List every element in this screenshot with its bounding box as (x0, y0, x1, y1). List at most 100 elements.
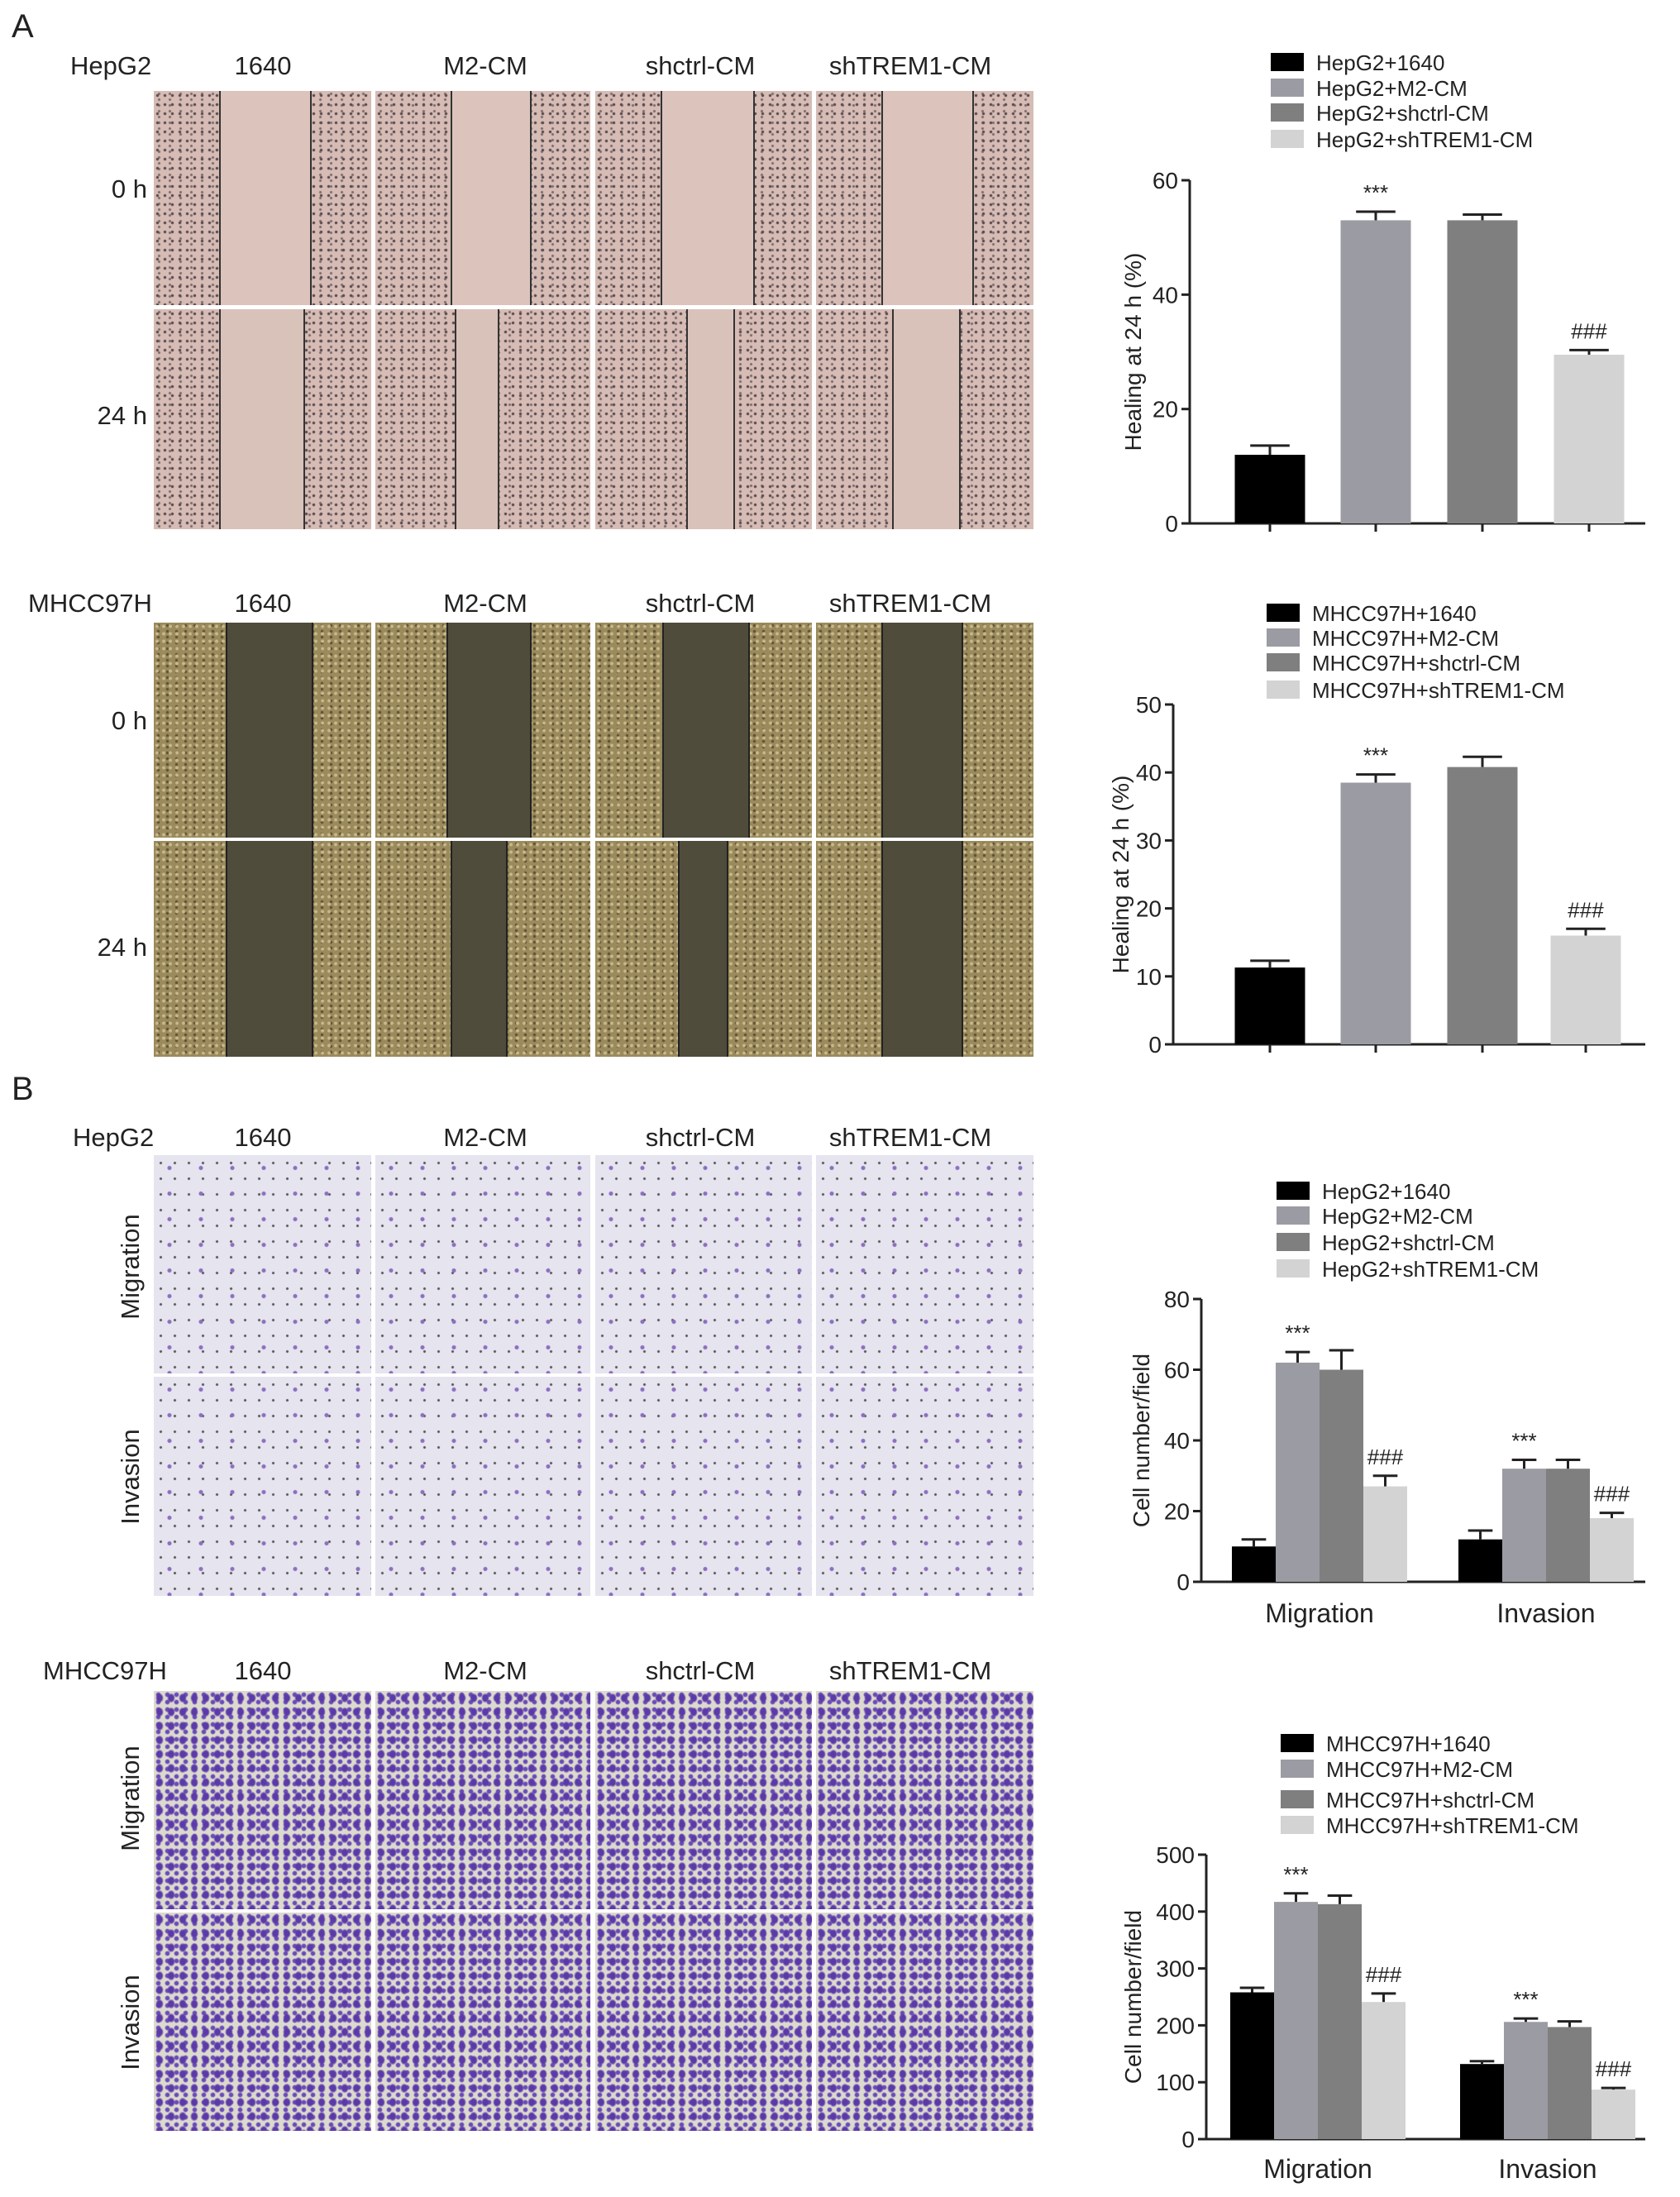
condition-column-label: 1640 (234, 51, 292, 80)
bar (1458, 1539, 1502, 1582)
micrograph-image (595, 1377, 812, 1596)
y-tick-label: 40 (1153, 282, 1178, 308)
bar (1232, 1546, 1276, 1582)
cell-line-label: MHCC97H (28, 589, 152, 618)
micrograph-image (595, 841, 812, 1057)
condition-column-label: shTREM1-CM (828, 1656, 992, 1685)
y-tick-label: 60 (1164, 1358, 1190, 1383)
y-axis-label: Healing at 24 h (%) (1120, 253, 1146, 451)
y-tick-label: 0 (1176, 1569, 1190, 1595)
cell-line-label: HepG2 (73, 1123, 155, 1152)
micrograph-image (595, 1691, 812, 1909)
condition-column-label: M2-CM (443, 1123, 527, 1152)
bar (1502, 1469, 1546, 1582)
legend-swatch (1277, 1233, 1310, 1251)
condition-column-label: shTREM1-CM (828, 1123, 992, 1152)
panel-label-a: A (12, 8, 34, 45)
legend-label: HepG2+shTREM1-CM (1322, 1257, 1539, 1282)
legend-label: MHCC97H+1640 (1326, 1731, 1491, 1756)
wound-gap (218, 91, 312, 305)
condition-column-label: shTREM1-CM (828, 51, 992, 80)
bar (1276, 1362, 1320, 1582)
legend-label: MHCC97H+M2-CM (1312, 626, 1499, 651)
micrograph-image (375, 91, 590, 305)
y-tick-label: 0 (1148, 1032, 1162, 1058)
micrograph-image (375, 1913, 590, 2131)
y-tick-label: 60 (1153, 168, 1178, 193)
y-tick-label: 20 (1136, 896, 1162, 922)
significance-label: *** (1285, 1321, 1310, 1345)
bar (1504, 2022, 1548, 2139)
wound-gap (686, 309, 736, 529)
wound-gap (446, 623, 532, 838)
micrograph-image (595, 91, 812, 305)
y-tick-label: 30 (1136, 828, 1162, 853)
legend-swatch (1271, 79, 1304, 97)
wound-gap (455, 309, 499, 529)
bar (1362, 2002, 1406, 2139)
micrograph-image (816, 1691, 1033, 1909)
condition-column-label: shctrl-CM (645, 51, 756, 80)
wound-gap (662, 623, 751, 838)
bar (1550, 935, 1621, 1044)
y-tick-label: 20 (1164, 1499, 1190, 1525)
row-label: 0 h (111, 174, 147, 203)
significance-label: ### (1594, 1482, 1630, 1507)
legend-label: MHCC97H+shTREM1-CM (1312, 678, 1565, 703)
legend-label: HepG2+shctrl-CM (1322, 1230, 1495, 1255)
wound-gap (218, 309, 305, 529)
bar (1554, 354, 1625, 523)
x-category-label: Migration (1263, 2154, 1372, 2184)
wound-gap (892, 309, 961, 529)
y-tick-label: 20 (1153, 397, 1178, 423)
y-axis-label: Cell number/field (1120, 1910, 1146, 2084)
wound-gap (677, 841, 729, 1057)
legend-swatch (1281, 1790, 1314, 1808)
bar (1363, 1486, 1407, 1582)
bar (1318, 1903, 1362, 2139)
bar (1340, 220, 1411, 523)
bar (1230, 1992, 1274, 2139)
y-tick-label: 300 (1156, 1956, 1195, 1982)
y-tick-label: 400 (1156, 1899, 1195, 1925)
legend-swatch (1277, 1206, 1310, 1225)
micrograph-image (375, 623, 590, 838)
wound-gap (881, 623, 963, 838)
legend-label: MHCC97H+shctrl-CM (1312, 651, 1520, 676)
chart-2: MHCC97H+1640MHCC97H+M2-CMMHCC97H+shctrl-… (1108, 601, 1645, 1058)
micrograph-image (595, 309, 812, 529)
row-label: 24 h (97, 401, 147, 430)
y-tick-label: 0 (1165, 511, 1178, 537)
legend-label: MHCC97H+shctrl-CM (1326, 1788, 1534, 1813)
micrograph-image (595, 1913, 812, 2131)
panel-label-b: B (12, 1071, 34, 1107)
wound-gap (225, 841, 314, 1057)
legend-label: MHCC97H+shTREM1-CM (1326, 1813, 1579, 1838)
micrograph-image (154, 841, 371, 1057)
legend-label: HepG2+1640 (1322, 1179, 1450, 1204)
micrograph-image (154, 623, 371, 838)
y-axis-label: Cell number/field (1129, 1354, 1154, 1527)
wound-gap (225, 623, 314, 838)
condition-column-label: shctrl-CM (645, 1656, 756, 1685)
significance-label: *** (1363, 743, 1388, 768)
bar (1234, 967, 1305, 1044)
legend-swatch (1281, 1760, 1314, 1778)
condition-column-label: 1640 (234, 1656, 292, 1685)
condition-column-label: shctrl-CM (645, 589, 756, 618)
y-tick-label: 500 (1156, 1842, 1195, 1868)
bar (1460, 2064, 1504, 2139)
bar (1340, 782, 1411, 1044)
micrograph-image (816, 309, 1033, 529)
significance-label: ### (1596, 2056, 1632, 2081)
micrograph-image (816, 623, 1033, 838)
legend-swatch (1271, 103, 1304, 122)
significance-label: ### (1568, 897, 1604, 922)
bar (1592, 2090, 1635, 2139)
y-tick-label: 100 (1156, 2070, 1195, 2095)
bar (1274, 1902, 1318, 2139)
bar (1447, 220, 1518, 523)
significance-label: ### (1367, 1445, 1404, 1469)
micrograph-image (595, 1155, 812, 1373)
